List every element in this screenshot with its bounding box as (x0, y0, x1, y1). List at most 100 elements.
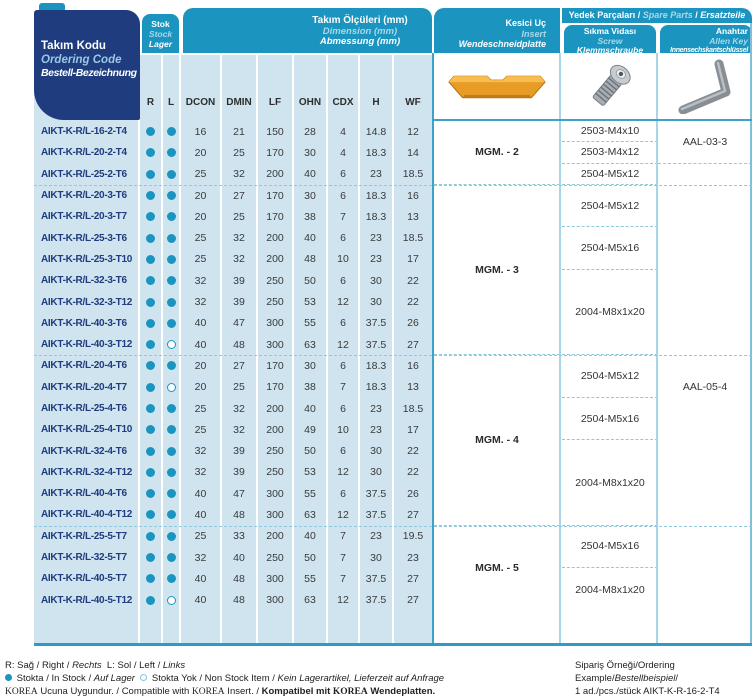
dim-cell: 300 (258, 568, 294, 590)
stock-cell (163, 483, 181, 505)
empty-cell (258, 610, 294, 644)
dim-cell: 200 (258, 397, 294, 420)
in-stock-dot (166, 404, 176, 413)
code-cell: AIKT-K-R/L-20-2-T4 (34, 142, 140, 164)
dim-cell: 37.5 (360, 483, 394, 505)
insert-group-cell: MGM. - 2 (434, 121, 560, 185)
legend-line-compat: KOREA Ucuna Uygundur. / Compatible with … (5, 686, 436, 697)
dim-cell: 25 (181, 525, 222, 547)
non-stock-dot (166, 382, 176, 392)
stock-cell (140, 206, 163, 228)
dim-cell: 18.3 (360, 184, 394, 207)
dim-cell: 20 (181, 376, 222, 398)
code-cell: AIKT-K-R/L-40-3-T6 (34, 312, 140, 334)
dim-cell: 12 (328, 461, 360, 484)
stock-header-de: Lager (148, 39, 173, 49)
code-cell: AIKT-K-R/L-40-5-T7 (34, 568, 140, 590)
code-cell: AIKT-K-R/L-25-3-T10 (34, 248, 140, 271)
dim-cell: 170 (258, 184, 294, 207)
table-row: AIKT-K-R/L-25-3-T10 25 32 200 48 10 23 17 (34, 248, 434, 271)
table-row: AIKT-K-R/L-20-2-T4 20 25 170 30 4 18.3 14 (34, 142, 434, 164)
dim-cell: 32 (181, 291, 222, 313)
col-label-dcon: DCON (181, 55, 222, 121)
legend-line-rl: R: Sağ / Right / Rechts L: Sol / Left / … (5, 660, 186, 671)
dim-cell: 48 (222, 589, 258, 611)
dim-cell: 22 (394, 270, 434, 292)
dim-cell: 23 (360, 163, 394, 185)
dim-cell: 18.5 (394, 397, 434, 420)
screw-group-cell: 2504-M5x16 (562, 227, 658, 271)
table-row: AIKT-K-R/L-20-4-T6 20 27 170 30 6 18.3 16 (34, 355, 434, 377)
code-cell: AIKT-K-R/L-32-3-T6 (34, 270, 140, 292)
code-cell: AIKT-K-R/L-20-3-T7 (34, 206, 140, 228)
dim-cell: 32 (222, 419, 258, 441)
screw-group-cell: 2504-M5x16 (562, 398, 658, 441)
dim-cell: 200 (258, 163, 294, 185)
table-row: AIKT-K-R/L-25-3-T6 25 32 200 40 6 23 18.5 (34, 227, 434, 249)
dim-cell: 6 (328, 184, 360, 207)
code-cell: AIKT-K-R/L-32-4-T6 (34, 440, 140, 462)
key-header-de: Innensechskantschlüssel (670, 47, 748, 54)
dim-cell: 12 (394, 121, 434, 143)
dim-cell: 32 (181, 546, 222, 569)
dim-cell: 39 (222, 270, 258, 292)
dim-cell: 18.5 (394, 227, 434, 249)
dim-cell: 30 (294, 184, 328, 207)
dim-cell: 25 (181, 419, 222, 441)
stock-cell (163, 121, 181, 143)
dim-cell: 20 (181, 184, 222, 207)
in-stock-dot (146, 361, 155, 371)
key-header-en: Allen Key (709, 35, 748, 46)
table-row: AIKT-K-R/L-40-4-T12 40 48 300 63 12 37.5 27 (34, 504, 434, 526)
insert-group-cell: MGM. - 5 (475, 562, 519, 575)
dim-cell: 40 (294, 525, 328, 547)
group-separator (34, 355, 752, 357)
stock-cell (140, 546, 163, 569)
col-label-r: R (140, 55, 163, 121)
ordering-example-code: 1 ad./pcs./stück AIKT-K-R-16-2-T4 (575, 686, 720, 697)
ordering-example: Sipariş Örneği/Ordering Example/Bestellb… (575, 659, 756, 698)
table-row: AIKT-K-R/L-20-4-T7 20 25 170 38 7 18.3 13 (34, 376, 434, 398)
in-stock-dot (166, 191, 176, 201)
dim-cell: 6 (328, 483, 360, 505)
stock-cell (140, 376, 163, 398)
insert-group-cell: MGM. - 4 (434, 355, 560, 526)
divider-insert-screw (559, 53, 561, 643)
dim-cell: 26 (394, 483, 434, 505)
dim-cell: 300 (258, 312, 294, 334)
screw-header-de: Klemmschraube (576, 45, 644, 55)
screw-group-cell: 2504-M5x12 (562, 185, 658, 228)
dim-cell: 6 (328, 355, 360, 377)
dim-cell: 18.5 (394, 163, 434, 185)
in-stock-dot (166, 553, 176, 563)
in-stock-dot (146, 467, 155, 477)
col-label-l: L (163, 55, 181, 121)
dim-cell: 20 (181, 142, 222, 164)
in-stock-dot (166, 361, 176, 371)
stock-cell (163, 440, 181, 462)
screw-col: 2503-M4x10 2503-M4x12 2504-M5x12 2504-M5x12… (562, 121, 658, 611)
stock-cell (140, 121, 163, 143)
in-stock-dot (166, 467, 176, 477)
empty-cell (163, 610, 181, 644)
dim-cell: 50 (294, 270, 328, 292)
dim-cell: 25 (222, 142, 258, 164)
dim-cell: 63 (294, 589, 328, 611)
in-stock-dot (166, 212, 176, 222)
in-stock-dot (146, 595, 155, 605)
stock-cell (163, 184, 181, 207)
empty-cell (360, 610, 394, 644)
dim-cell: 55 (294, 312, 328, 334)
col-label-h: H (360, 55, 394, 121)
empty-strip-row (34, 610, 434, 644)
in-stock-dot (166, 169, 176, 179)
insert-group-cell: MGM. - 3 (434, 185, 560, 356)
dim-cell: 48 (222, 504, 258, 526)
spare-parts-header: Yedek Parçaları / Spare Parts / Ersatzte… (562, 8, 752, 23)
dim-cell: 16 (394, 184, 434, 207)
dim-cell: 16 (394, 355, 434, 377)
stock-cell (163, 355, 181, 377)
in-stock-dot (146, 489, 155, 499)
dim-cell: 250 (258, 461, 294, 484)
dim-cell: 300 (258, 483, 294, 505)
